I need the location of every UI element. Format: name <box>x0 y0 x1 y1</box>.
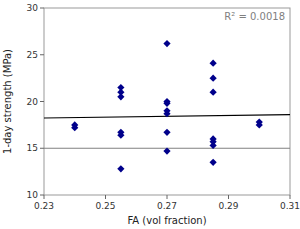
point <box>163 110 170 117</box>
y-tick-label: 20 <box>27 97 39 107</box>
x-tick-label: 0.25 <box>95 201 115 211</box>
y-tick-label: 15 <box>27 143 38 153</box>
point <box>71 124 78 131</box>
x-tick <box>105 195 106 199</box>
point <box>163 147 170 154</box>
point <box>210 89 217 96</box>
point <box>256 121 263 128</box>
y-tick <box>40 54 44 55</box>
point <box>210 159 217 166</box>
x-tick-label: 0.31 <box>280 201 300 211</box>
y-tick-label: 10 <box>27 190 39 200</box>
x-tick <box>167 195 168 199</box>
point <box>117 132 124 139</box>
y-axis-label: 1-day strength (MPa) <box>2 49 13 154</box>
point <box>163 40 170 47</box>
chart: 0.23 0.25 0.27 0.29 0.31 10 15 20 25 30 FA (vol fr… <box>0 0 300 229</box>
x-tick-label: 0.23 <box>34 201 54 211</box>
annotation: R² = 0.0018 <box>224 11 285 22</box>
plot-area <box>44 40 290 172</box>
plot-frame <box>44 8 290 195</box>
point <box>117 93 124 100</box>
x-tick <box>290 195 291 199</box>
y-tick-label: 25 <box>27 50 38 60</box>
point <box>163 100 170 107</box>
y-tick <box>40 8 44 9</box>
point <box>163 129 170 136</box>
y-tick <box>40 195 44 196</box>
x-tick-label: 0.27 <box>157 201 177 211</box>
x-tick <box>228 195 229 199</box>
y-tick-label: 30 <box>27 3 39 13</box>
x-tick <box>44 195 45 199</box>
x-tick-label: 0.29 <box>218 201 238 211</box>
y-tick <box>40 148 44 149</box>
point <box>117 165 124 172</box>
point <box>210 75 217 82</box>
point <box>210 142 217 149</box>
point <box>210 60 217 67</box>
y-tick <box>40 101 44 102</box>
x-axis-label: FA (vol fraction) <box>127 215 206 226</box>
